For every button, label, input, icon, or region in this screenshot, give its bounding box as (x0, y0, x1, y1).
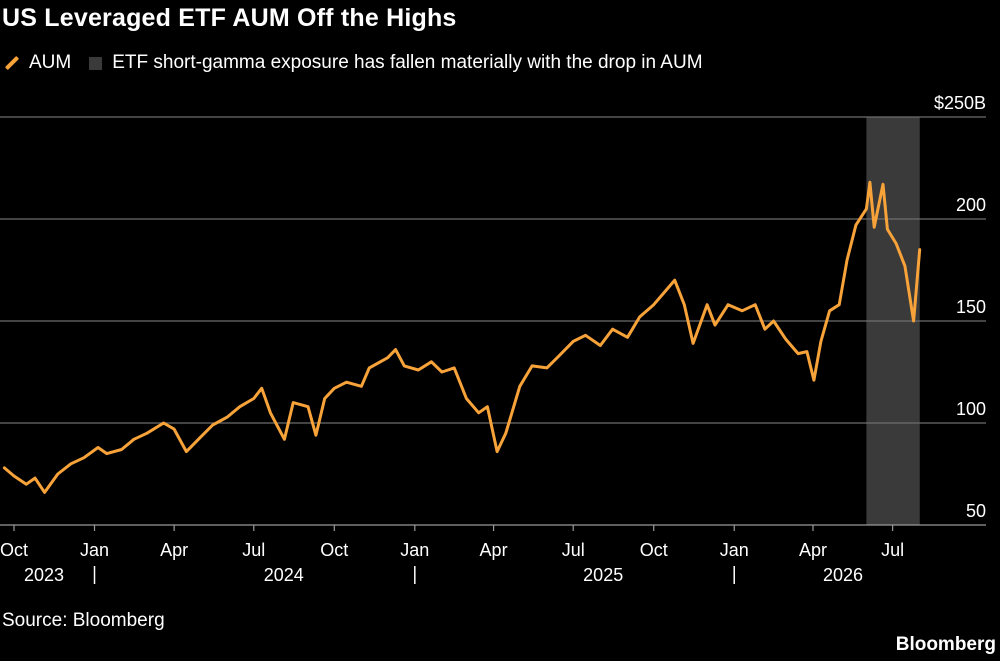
x-year-label: 2026 (823, 565, 863, 585)
legend-label-aum: AUM (29, 52, 72, 73)
x-year-label: 2025 (583, 565, 623, 585)
source-note: Source: Bloomberg (2, 610, 165, 631)
x-tick-label: Oct (640, 540, 668, 560)
x-tick-label: Apr (799, 540, 827, 560)
y-tick-label: 50 (966, 501, 986, 521)
y-tick-label: $250B (934, 93, 986, 113)
x-year-label: 2024 (264, 565, 304, 585)
y-tick-label: 150 (956, 297, 986, 317)
x-tick-label: Jul (881, 540, 904, 560)
legend: AUM ETF short-gamma exposure has fallen … (4, 52, 703, 74)
y-tick-label: 100 (956, 399, 986, 419)
x-tick-label: Apr (480, 540, 508, 560)
x-year-label: 2023 (24, 565, 64, 585)
chart-title: US Leveraged ETF AUM Off the Highs (2, 4, 457, 32)
x-tick-label: Jul (242, 540, 265, 560)
x-tick-label: Oct (0, 540, 28, 560)
aum-series-line (2, 180, 922, 494)
x-tick-label: Jan (80, 540, 109, 560)
x-tick-label: Jan (720, 540, 749, 560)
x-tick-label: Jan (400, 540, 429, 560)
x-tick-label: Jul (562, 540, 585, 560)
legend-shade-swatch (89, 56, 103, 70)
brand-logo: Bloomberg (895, 634, 996, 655)
x-tick-label: Apr (160, 540, 188, 560)
y-tick-label: 200 (956, 195, 986, 215)
legend-label-shade: ETF short-gamma exposure has fallen mate… (112, 52, 703, 73)
x-tick-label: Oct (320, 540, 348, 560)
